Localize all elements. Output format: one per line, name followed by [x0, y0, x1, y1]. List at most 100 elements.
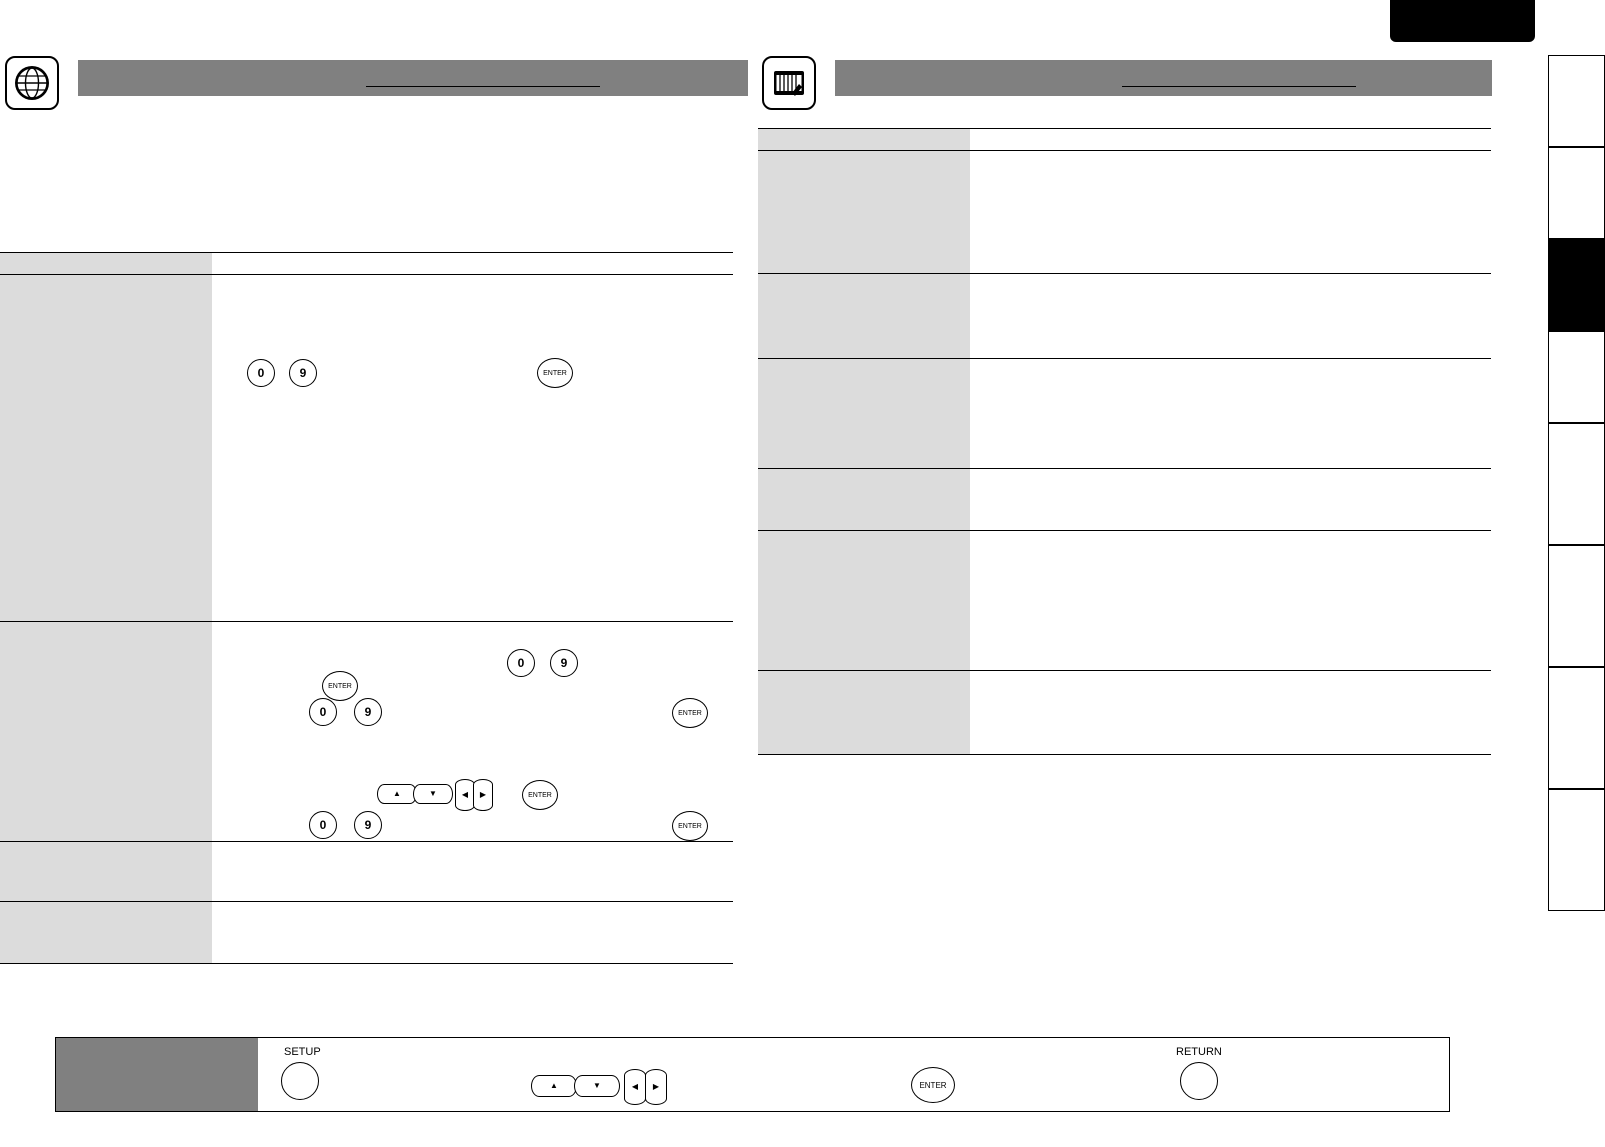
cursor-up-button[interactable]: ▲ — [531, 1075, 577, 1097]
left-section-title-rule — [366, 86, 600, 87]
table-cell-desc — [970, 129, 1491, 150]
numeric-button-9[interactable]: 9 — [354, 811, 382, 839]
cursor-up-button[interactable]: ▲ — [377, 784, 417, 804]
table-cell-name — [758, 359, 970, 468]
table-row — [758, 358, 1491, 468]
screen-setup-icon-glyph — [774, 71, 804, 96]
table-cell-desc — [970, 671, 1491, 754]
numeric-button-0[interactable]: 0 — [247, 359, 275, 387]
right-section-header-bar — [835, 60, 1492, 96]
table-row — [0, 901, 733, 964]
screen-setup-icon — [762, 56, 816, 110]
table-cell-name — [0, 622, 212, 841]
index-tab-8[interactable] — [1548, 789, 1605, 911]
index-tab-2[interactable] — [1548, 147, 1605, 239]
enter-button[interactable]: ENTER — [672, 811, 708, 841]
index-tab-5[interactable] — [1548, 423, 1605, 545]
numeric-button-9[interactable]: 9 — [550, 649, 578, 677]
table-row — [758, 530, 1491, 670]
right-settings-table — [758, 128, 1491, 755]
cursor-right-glyph: ▶ — [652, 1082, 660, 1091]
table-row — [0, 841, 733, 901]
numeric-button-0-label: 0 — [517, 656, 525, 670]
globe-icon-glyph — [15, 66, 49, 100]
cursor-right-glyph: ▶ — [479, 790, 487, 799]
table-cell-name — [0, 842, 212, 901]
table-cell-desc — [970, 274, 1491, 358]
cursor-left-glyph: ◀ — [461, 790, 469, 799]
table-cell-desc — [970, 151, 1491, 273]
table-row-header — [758, 128, 1491, 150]
cursor-down-button[interactable]: ▼ — [574, 1075, 620, 1097]
index-tab-rail — [1548, 55, 1605, 911]
setup-button[interactable] — [281, 1062, 319, 1100]
enter-button[interactable]: ENTER — [522, 780, 558, 810]
cursor-up-glyph: ▲ — [550, 1081, 558, 1090]
table-row — [758, 150, 1491, 273]
enter-button[interactable]: ENTER — [322, 671, 358, 701]
enter-button-label: ENTER — [528, 791, 552, 799]
enter-button-label: ENTER — [328, 682, 352, 690]
table-cell-name — [758, 151, 970, 273]
numeric-button-0-label: 0 — [319, 705, 327, 719]
table-cell-desc — [212, 842, 733, 901]
table-row-header — [0, 252, 733, 274]
table-cell-desc — [212, 902, 733, 963]
table-cell-desc — [970, 531, 1491, 670]
cursor-left-button[interactable]: ◀ — [624, 1069, 646, 1105]
left-settings-table — [0, 252, 733, 964]
index-tab-6[interactable] — [1548, 545, 1605, 667]
numeric-button-9-label: 9 — [299, 366, 307, 380]
cursor-right-button[interactable]: ▶ — [645, 1069, 667, 1105]
table-cell-name — [758, 469, 970, 530]
index-tab-7[interactable] — [1548, 667, 1605, 789]
enter-button-label: ENTER — [919, 1080, 947, 1090]
cursor-left-button[interactable]: ◀ — [455, 779, 475, 811]
setup-button-label: SETUP — [284, 1046, 321, 1058]
legend-grey-block — [56, 1038, 258, 1111]
enter-button[interactable]: ENTER — [537, 358, 573, 388]
index-tab-3-active[interactable] — [1548, 239, 1605, 331]
numeric-button-9-label: 9 — [560, 656, 568, 670]
return-button[interactable] — [1180, 1062, 1218, 1100]
index-tab-4[interactable] — [1548, 331, 1605, 423]
chapter-tab-marker — [1390, 0, 1535, 42]
enter-button[interactable]: ENTER — [672, 698, 708, 728]
cursor-right-button[interactable]: ▶ — [473, 779, 493, 811]
index-tab-1[interactable] — [1548, 55, 1605, 147]
table-cell-desc — [970, 359, 1491, 468]
table-cell-name — [758, 129, 970, 150]
enter-button-label: ENTER — [543, 369, 567, 377]
enter-button-label: ENTER — [678, 709, 702, 717]
table-row — [0, 274, 733, 621]
table-cell-name — [0, 253, 212, 274]
numeric-button-9-label: 9 — [364, 818, 372, 832]
globe-icon — [5, 56, 59, 110]
return-button-label: RETURN — [1176, 1046, 1222, 1058]
enter-button-label: ENTER — [678, 822, 702, 830]
table-cell-desc — [970, 469, 1491, 530]
table-cell-desc — [212, 253, 733, 274]
numeric-button-0[interactable]: 0 — [507, 649, 535, 677]
numeric-button-9[interactable]: 9 — [289, 359, 317, 387]
numeric-button-9[interactable]: 9 — [354, 698, 382, 726]
right-section-title-rule — [1122, 86, 1356, 87]
table-cell-name — [0, 902, 212, 963]
table-row — [758, 670, 1491, 755]
table-cell-name — [0, 275, 212, 621]
enter-button[interactable]: ENTER — [911, 1067, 955, 1103]
numeric-button-0-label: 0 — [257, 366, 265, 380]
cursor-down-button[interactable]: ▼ — [413, 784, 453, 804]
numeric-button-0[interactable]: 0 — [309, 811, 337, 839]
cursor-down-glyph: ▼ — [429, 789, 437, 798]
bottom-legend-strip: SETUP ▲ ▼ ◀ ▶ ENTER RETURN — [55, 1037, 1450, 1112]
table-cell-desc — [212, 275, 733, 621]
table-row — [758, 468, 1491, 530]
table-cell-name — [758, 531, 970, 670]
cursor-left-glyph: ◀ — [631, 1082, 639, 1091]
cursor-up-glyph: ▲ — [393, 789, 401, 798]
cursor-down-glyph: ▼ — [593, 1081, 601, 1090]
table-cell-name — [758, 274, 970, 358]
numeric-button-0[interactable]: 0 — [309, 698, 337, 726]
table-row — [0, 621, 733, 841]
